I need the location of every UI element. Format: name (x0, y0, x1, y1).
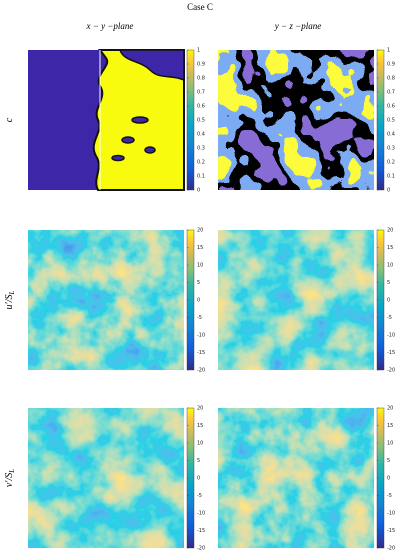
column-header: y − z −plane (274, 21, 321, 31)
colorbar-tick-label: -10 (387, 333, 395, 339)
colorbar-tick-label: 0 (387, 476, 390, 482)
colorbar-tick-label: 10 (197, 263, 203, 269)
panel-c-xy (28, 49, 185, 191)
colorbar-tick-label: 1 (387, 48, 390, 54)
colorbar-tick-label: -15 (197, 528, 205, 534)
panel-v-xy (28, 408, 184, 548)
colorbar-tick-label: 0.1 (197, 174, 205, 180)
colorbar-tick-label: 0.2 (387, 160, 395, 166)
colorbar-tick-label: 0.4 (197, 132, 205, 138)
colorbar-tick-label: 20 (197, 228, 203, 234)
column-header: x − y −plane (86, 21, 134, 31)
colorbar-tick-label: -5 (197, 315, 202, 321)
colorbar-tick-label: -20 (197, 546, 205, 550)
colorbar-tick-label: 0.8 (387, 76, 395, 82)
colorbar-tick-label: 15 (387, 423, 393, 429)
colorbar-tick-label: 0.9 (197, 62, 205, 68)
colorbar-tick-label: 10 (197, 441, 203, 447)
colorbar-tick-label: 0.3 (387, 146, 395, 152)
colorbar-tick-label: 20 (387, 406, 393, 412)
colorbar-tick-label: 20 (197, 406, 203, 412)
colorbar-tick-label: -10 (197, 333, 205, 339)
colorbar-tick-label: 0 (387, 188, 390, 194)
colorbar-tick-label: 0.8 (197, 76, 205, 82)
colorbar-tick-label: -20 (387, 546, 395, 550)
colorbar-tick-label: -10 (197, 511, 205, 517)
colorbar-tick-label: 10 (387, 263, 393, 269)
colorbar-tick-label: 0.5 (197, 118, 205, 124)
row-label: c (4, 117, 15, 122)
colorbar-tick-label: 10 (387, 441, 393, 447)
row-label-text: u′/S (4, 294, 15, 309)
colorbar-tick-label: 0.6 (387, 104, 395, 110)
row-label-sub: L (8, 469, 16, 474)
colorbar-tick-label: 15 (197, 423, 203, 429)
colorbar-tick-label: -5 (387, 493, 392, 499)
row-label: u′/SL (4, 290, 16, 309)
row-label: v′/SL (4, 469, 16, 487)
colorbar-tick-label: 0 (387, 298, 390, 304)
row-label-text: c (4, 117, 15, 122)
colorbar-tick-label: 0 (197, 476, 200, 482)
colorbar-tick-label: -15 (197, 350, 205, 356)
colorbar-tick-label: -15 (387, 528, 395, 534)
colorbar-tick-label: -5 (387, 315, 392, 321)
colorbar-tick-label: 5 (387, 458, 390, 464)
colorbar-tick-label: 5 (387, 280, 390, 286)
colorbar-tick-label: 15 (197, 245, 203, 251)
colorbar-tick-label: -20 (387, 368, 395, 374)
colorbar-tick-label: -5 (197, 493, 202, 499)
colorbar-tick-label: 20 (387, 228, 393, 234)
colorbar-tick-label: 0.7 (197, 90, 205, 96)
row-label-text: v′/S (4, 473, 15, 487)
colorbar-tick-label: 0.1 (387, 174, 395, 180)
colorbar-tick-label: 0.4 (387, 132, 395, 138)
colorbar-tick-label: 5 (197, 280, 200, 286)
panel-u-yz (218, 230, 374, 370)
panel-u-xy (28, 230, 184, 370)
colorbar-tick-label: 0 (197, 298, 200, 304)
colorbar-tick-label: 0.9 (387, 62, 395, 68)
panel-v-yz (218, 408, 374, 548)
colorbar-tick-label: -20 (197, 368, 205, 374)
colorbar-tick-label: 0 (197, 188, 200, 194)
colorbar-tick-label: 0.3 (197, 146, 205, 152)
colorbar-tick-label: 0.5 (387, 118, 395, 124)
colorbar-tick-label: 0.6 (197, 104, 205, 110)
panel-c-yz (218, 50, 374, 190)
colorbar-tick-label: 5 (197, 458, 200, 464)
colorbar-tick-label: 1 (197, 48, 200, 54)
colorbar-tick-label: 0.2 (197, 160, 205, 166)
row-label-sub: L (8, 290, 16, 295)
colorbar-tick-label: -15 (387, 350, 395, 356)
colorbar-tick-label: 15 (387, 245, 393, 251)
colorbar-tick-label: -10 (387, 511, 395, 517)
colorbar-tick-label: 0.7 (387, 90, 395, 96)
figure-title: Case C (187, 2, 213, 12)
